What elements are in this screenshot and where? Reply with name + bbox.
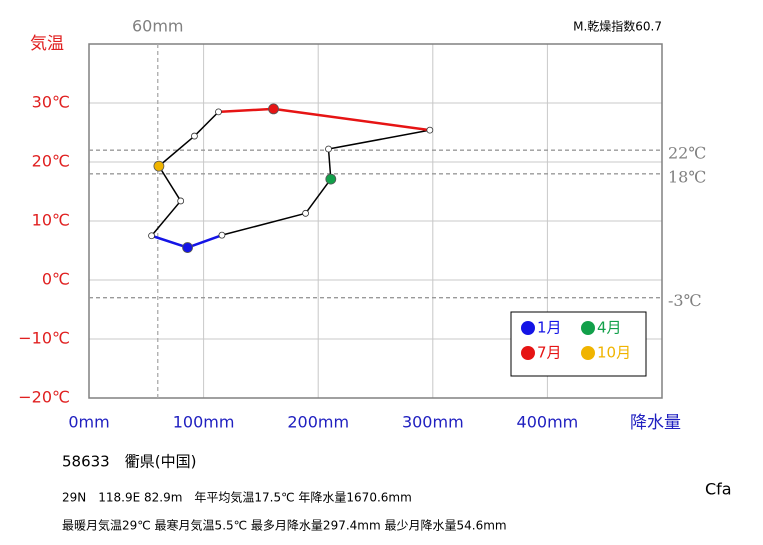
data-point [215,108,222,116]
x-tick-label: 100mm [173,413,235,432]
legend-label: 7月 [537,344,562,362]
legend-box [510,311,647,377]
reference-label: 60mm [132,17,184,36]
loop-segment [151,234,188,249]
data-point [148,232,155,240]
info-line: 29N 118.9E 82.9m 年平均気温17.5℃ 年降水量1670.6mm [62,490,412,505]
legend-label: 4月 [597,319,622,337]
legend-marker [521,346,535,360]
x-tick-label: 300mm [402,413,464,432]
index-label: M.乾燥指数60.7 [573,19,662,34]
data-point [191,132,198,140]
data-point [325,173,337,185]
y-tick-label: −10℃ [18,329,70,348]
y-tick-label: 20℃ [32,152,70,171]
y-tick-label: 30℃ [32,93,70,112]
data-point [153,160,165,172]
loop-segment [218,107,274,114]
loop-segment [273,107,430,132]
plot-border [88,43,663,399]
loop-segment [193,111,220,137]
data-point [302,209,309,217]
legend-label: 10月 [597,344,631,362]
legend-marker [521,321,535,335]
y-tick-label: 0℃ [42,270,70,289]
loop-segment [158,165,182,202]
x-tick-label: 400mm [517,413,579,432]
x-axis-label: 降水量 [630,413,681,433]
loop-segment [304,178,332,214]
loop-segment [150,200,182,237]
data-point [182,242,193,253]
data-point [218,231,226,239]
loop-segment [158,135,195,167]
data-point [268,103,279,115]
x-tick-label: 0mm [68,413,109,432]
legend-marker [581,346,595,360]
reference-label: 22℃ [668,144,706,163]
data-point [325,145,332,153]
data-point [426,126,434,134]
loop-segment [187,233,223,249]
y-axis-label: 気温 [30,34,64,54]
legend-marker [581,321,595,335]
x-tick-label: 200mm [287,413,349,432]
reference-label: 18℃ [668,167,706,186]
loop-segment [328,129,430,150]
station: 58633 衢県(中国) [62,453,196,471]
legend-label: 1月 [537,319,562,337]
info-line: 最暖月気温29℃ 最寒月気温5.5℃ 最多月降水量297.4mm 最少月降水量5… [62,518,507,533]
y-tick-label: −20℃ [18,388,70,407]
y-tick-label: 10℃ [32,211,70,230]
data-point [177,197,185,205]
reference-label: -3℃ [668,291,701,310]
loop-segment [221,212,306,236]
climate: Cfa [705,480,732,499]
